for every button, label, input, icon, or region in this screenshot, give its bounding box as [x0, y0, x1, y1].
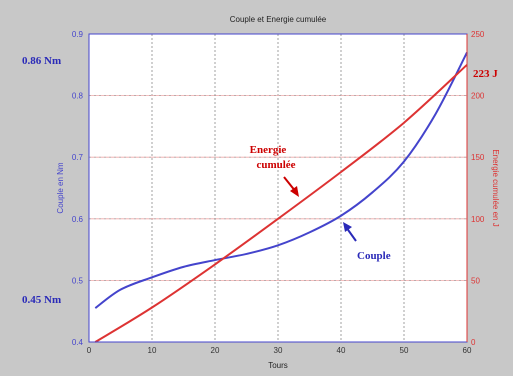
annotation-couple-label: Couple [357, 250, 391, 262]
y-left-tick-label: 0.9 [72, 30, 84, 39]
y-right-tick-label: 250 [471, 30, 485, 39]
annotation-total-energy: 223 J [473, 68, 498, 80]
annotation-energy-label-line1: Energie [250, 144, 287, 156]
y-left-tick-label: 0.6 [72, 215, 84, 224]
annotation-max-torque: 0.86 Nm [22, 55, 61, 67]
y-right-axis-label: Energie cumulée en J [491, 149, 500, 226]
y-left-tick-label: 0.7 [72, 153, 84, 162]
y-right-tick-label: 100 [471, 215, 485, 224]
y-right-tick-label: 150 [471, 153, 485, 162]
y-left-tick-label: 0.8 [72, 92, 84, 101]
x-axis-label: Tours [268, 361, 288, 370]
y-right-tick-label: 0 [471, 338, 476, 347]
series-line-couple [94, 52, 468, 309]
y-right-tick-label: 50 [471, 276, 480, 285]
y-left-axis-label: Couple en Nm [56, 162, 65, 213]
x-tick-label: 10 [148, 346, 157, 355]
annotation-min-torque: 0.45 Nm [22, 294, 61, 306]
annotation-energy-label-line2: cumulée [256, 159, 295, 171]
x-tick-label: 50 [400, 346, 409, 355]
x-tick-label: 20 [211, 346, 220, 355]
x-tick-label: 0 [87, 346, 92, 355]
x-tick-label: 60 [463, 346, 472, 355]
energy-arrow [283, 176, 299, 197]
y-right-tick-label: 200 [471, 92, 485, 101]
series-lines [94, 52, 468, 343]
series-line-energie [94, 64, 468, 343]
x-tick-label: 30 [274, 346, 283, 355]
couple-arrow [343, 222, 357, 242]
x-tick-label: 40 [337, 346, 346, 355]
y-left-tick-label: 0.4 [72, 338, 84, 347]
y-left-tick-label: 0.5 [72, 276, 84, 285]
chart-title: Couple et Energie cumulée [230, 15, 327, 24]
tick-labels: 0 10 20 30 40 50 60 0.4 0.5 0.6 0.7 0.8 0.9 0 50 100 150… [72, 30, 485, 355]
